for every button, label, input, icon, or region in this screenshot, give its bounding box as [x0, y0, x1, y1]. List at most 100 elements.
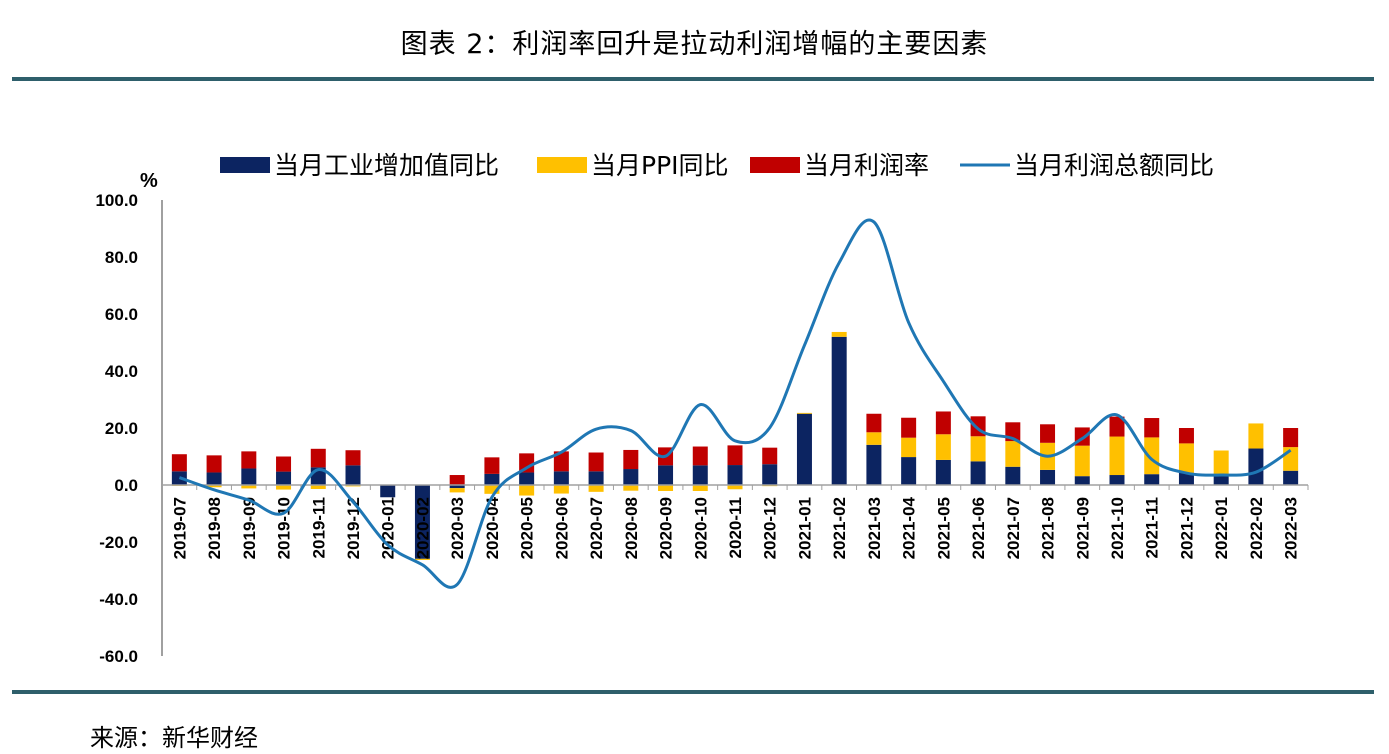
x-tick-label: 2020-10	[691, 497, 710, 559]
bar-profit-rate	[588, 452, 604, 472]
bar-ppi	[241, 485, 257, 489]
bar-ppi	[449, 488, 465, 493]
bar-industrial	[276, 471, 292, 485]
bottom-rule	[12, 690, 1374, 694]
bar-profit-rate	[762, 447, 778, 465]
bar-industrial	[1283, 470, 1299, 485]
x-tick-label: 2021-01	[795, 497, 814, 559]
bar-profit-rate	[171, 454, 187, 472]
bar-industrial	[1178, 472, 1194, 485]
y-axis: 100.0 80.0 60.0 40.0 20.0 0.0 -20.0 -40.0 -60.0	[95, 191, 138, 666]
x-tick-label: 2021-06	[969, 497, 988, 559]
x-tick-label: 2020-04	[483, 496, 502, 559]
line-profit-total	[178, 218, 1292, 589]
x-tick-label: 2020-06	[552, 497, 571, 559]
bar-profit-rate	[449, 475, 465, 485]
bar-ppi	[901, 437, 917, 458]
bar-industrial	[727, 465, 743, 485]
chart-title: 图表 2：利润率回升是拉动利润增幅的主要因素	[400, 29, 989, 60]
bar-profit-rate	[935, 411, 951, 435]
bar-industrial	[519, 472, 535, 485]
x-tick-label: 2021-07	[1004, 497, 1023, 559]
y-tick-label: 20.0	[105, 419, 138, 438]
bar-ppi	[727, 485, 743, 490]
bar-industrial	[1005, 466, 1021, 485]
bar-industrial	[692, 465, 708, 485]
bar-ppi	[831, 331, 847, 337]
bar-industrial	[1109, 475, 1125, 485]
x-tick-label: 2019-10	[275, 497, 294, 559]
bar-profit-rate	[1178, 428, 1194, 444]
line-layer	[178, 218, 1292, 589]
bar-industrial	[484, 473, 500, 485]
bar-industrial	[1144, 474, 1160, 485]
bar-industrial	[796, 413, 812, 485]
bar-industrial	[345, 465, 361, 485]
bar-profit-rate	[727, 445, 743, 466]
bar-profit-rate	[901, 417, 917, 438]
legend-label: 当月利润总额同比	[1014, 151, 1214, 180]
bar-ppi	[796, 412, 812, 414]
x-tick-label: 2019-11	[309, 497, 328, 558]
x-tick-label: 2022-02	[1247, 497, 1266, 559]
x-tick-label: 2020-08	[622, 497, 641, 559]
legend-swatch	[220, 157, 270, 173]
bar-ppi	[1109, 436, 1125, 476]
bar-profit-rate	[866, 413, 882, 433]
bar-profit-rate	[1283, 428, 1299, 448]
x-tick-label: 2022-03	[1282, 497, 1301, 559]
x-tick-label: 2021-05	[934, 497, 953, 559]
bar-ppi	[519, 485, 535, 496]
legend: 当月工业增加值同比 当月PPI同比 当月利润率 当月利润总额同比	[220, 151, 1214, 180]
bar-layer	[171, 331, 1299, 560]
x-tick-label: 2021-11	[1143, 497, 1162, 558]
bar-industrial	[588, 471, 604, 485]
bar-ppi	[970, 436, 986, 462]
bar-ppi	[310, 485, 326, 489]
x-tick-label: 2021-12	[1177, 497, 1196, 559]
bar-ppi	[1248, 423, 1264, 449]
bar-industrial	[866, 444, 882, 485]
y-tick-label: 60.0	[105, 305, 138, 324]
y-tick-label: 100.0	[95, 191, 138, 210]
y-tick-label: -60.0	[99, 647, 138, 666]
bar-profit-rate	[1109, 416, 1125, 437]
bar-industrial	[935, 459, 951, 485]
bar-ppi	[1178, 443, 1194, 473]
bar-industrial	[1248, 448, 1264, 485]
legend-swatch	[537, 157, 587, 173]
bar-ppi	[206, 485, 222, 488]
x-tick-label: 2019-08	[205, 497, 224, 559]
x-tick-label: 2020-11	[726, 497, 745, 558]
bar-industrial	[901, 457, 917, 485]
bar-ppi	[1005, 441, 1021, 467]
x-tick-label: 2020-02	[413, 497, 432, 559]
x-tick-label: 2019-12	[344, 497, 363, 559]
x-tick-label: 2022-01	[1212, 497, 1231, 559]
bar-ppi	[658, 485, 674, 491]
x-tick-label: 2021-09	[1073, 497, 1092, 559]
bar-industrial	[241, 468, 257, 485]
y-tick-label: -20.0	[99, 533, 138, 552]
x-tick-label: 2020-05	[518, 497, 537, 559]
bar-ppi	[1213, 450, 1229, 477]
x-axis: 2019-07 2019-08 2019-09 2019-10 2019-11 2019-…	[170, 485, 1309, 559]
x-tick-label: 2020-01	[379, 497, 398, 559]
bar-industrial	[1074, 476, 1090, 485]
bar-industrial	[1213, 476, 1229, 485]
legend-label: 当月利润率	[804, 151, 929, 180]
x-tick-label: 2021-04	[900, 496, 919, 559]
legend-label: 当月PPI同比	[591, 151, 729, 180]
x-tick-label: 2021-02	[830, 497, 849, 559]
x-tick-label: 2021-08	[1039, 497, 1058, 559]
y-tick-label: 0.0	[114, 476, 138, 495]
x-tick-label: 2019-09	[240, 497, 259, 559]
bar-profit-rate	[241, 451, 257, 469]
bar-profit-rate	[310, 448, 326, 468]
bar-ppi	[553, 485, 569, 494]
chart: 当月工业增加值同比 当月PPI同比 当月利润率 当月利润总额同比 % 100.0 80.…	[95, 151, 1309, 666]
bar-industrial	[449, 485, 465, 489]
top-rule	[12, 77, 1374, 81]
x-tick-label: 2020-09	[657, 497, 676, 559]
bar-profit-rate	[1040, 424, 1056, 443]
